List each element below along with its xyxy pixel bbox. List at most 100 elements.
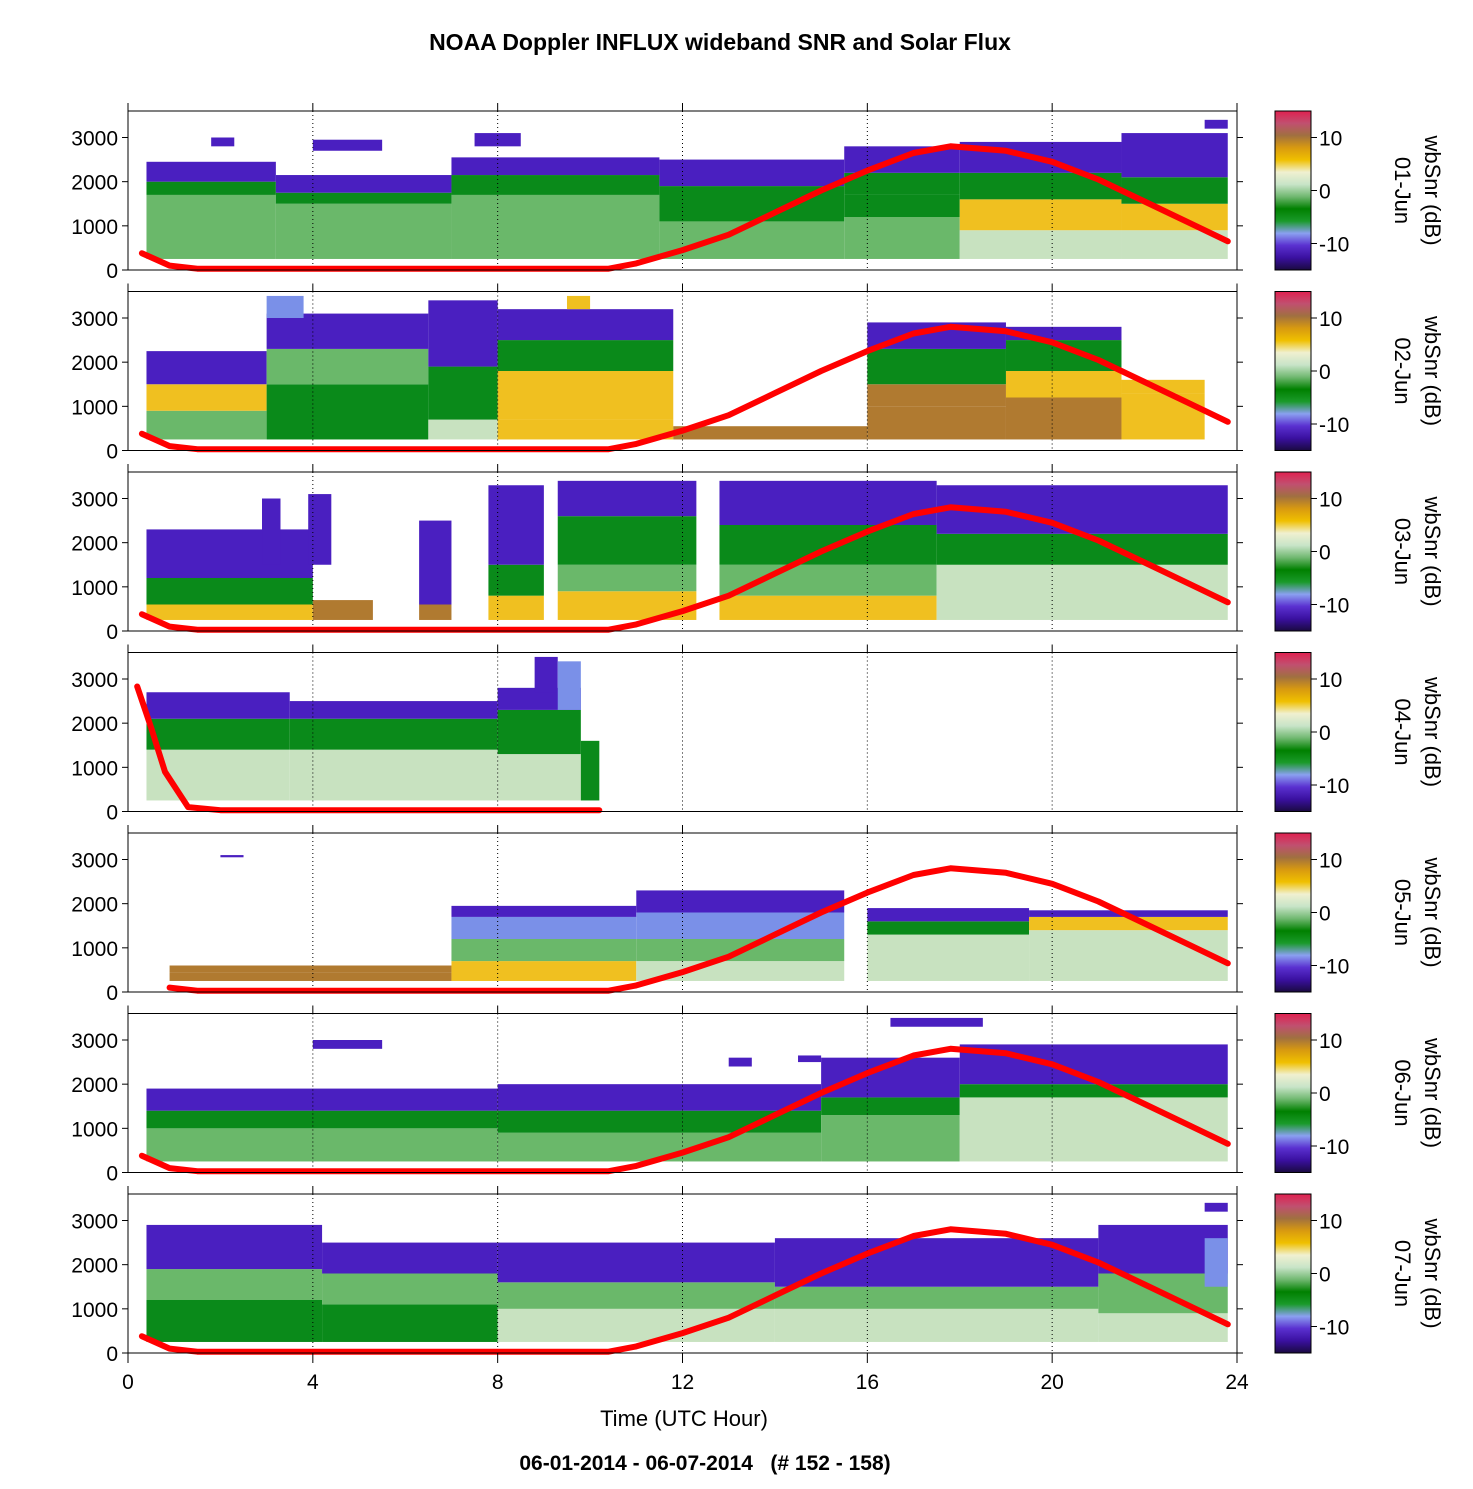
panel-07-Jun: 0 1000 2000 3000 10 0 -10 wbSnr (dB)07-Jun — [71, 1186, 1445, 1366]
heatmap-cell — [146, 1224, 323, 1270]
colorbar — [1274, 1193, 1312, 1354]
heatmap-cell — [557, 564, 697, 592]
heatmap-cell — [1005, 397, 1122, 440]
chart-title: NOAA Doppler INFLUX wideband SNR and Sol… — [429, 29, 1011, 55]
heatmap-cell — [867, 921, 1030, 935]
colorbar-tick-label: 10 — [1319, 1211, 1342, 1234]
heatmap-cell — [169, 972, 452, 981]
y-tick-label: 0 — [106, 1163, 118, 1186]
colorbar-tick-label: 0 — [1319, 361, 1331, 384]
heatmap-cell — [659, 221, 845, 259]
colorbar-label: wbSnr (dB) — [1420, 315, 1445, 426]
heatmap-cell — [266, 348, 429, 385]
heatmap-cell — [146, 1128, 498, 1162]
panel-03-Jun: 0 1000 2000 3000 10 0 -10 wbSnr (dB)03-Jun — [71, 464, 1445, 644]
heatmap-cell — [146, 384, 267, 411]
heatmap-cell — [497, 1242, 775, 1283]
y-tick-label: 0 — [106, 621, 118, 644]
heatmap-cell — [211, 137, 235, 147]
heatmap-cell — [673, 426, 868, 440]
heatmap-cell — [289, 749, 498, 801]
heatmap-cell — [146, 351, 267, 385]
colorbar-label: wbSnr (dB) — [1420, 856, 1445, 967]
x-axis-label: Time (UTC Hour) — [600, 1406, 768, 1431]
heatmap-cell — [959, 1097, 1228, 1162]
heatmap-cell — [867, 348, 1006, 385]
footer-date-range: 06-01-2014 - 06-07-2014 (# 152 - 158) — [519, 1452, 890, 1475]
colorbar-tick-label: 10 — [1319, 308, 1342, 331]
heatmap-cell — [1029, 930, 1228, 981]
heatmap-cell — [497, 1084, 822, 1111]
heatmap-cell — [146, 692, 290, 719]
heatmap-cell — [146, 604, 313, 620]
colorbar-tick-label: 10 — [1319, 1030, 1342, 1053]
heatmap-cell — [289, 718, 498, 750]
heatmap-cell — [497, 371, 674, 420]
heatmap-cell — [844, 172, 960, 195]
x-tick-label: 16 — [856, 1371, 879, 1394]
heatmap-cell — [557, 516, 697, 565]
heatmap-cell — [566, 295, 591, 310]
y-tick-label: 2000 — [71, 1255, 118, 1278]
heatmap-cell — [322, 1273, 498, 1305]
colorbar-tick-label: -10 — [1319, 414, 1349, 437]
heatmap-cell — [534, 656, 558, 693]
heatmap-cell — [867, 384, 1006, 407]
heatmap-cell — [308, 494, 332, 565]
colorbar-tick-label: -10 — [1319, 595, 1349, 618]
y-tick-label: 1000 — [71, 757, 118, 780]
heatmap-cell — [497, 309, 674, 341]
heatmap-cell — [146, 578, 313, 605]
heatmap-cell — [867, 908, 1030, 922]
x-tick-label: 12 — [671, 1371, 694, 1394]
heatmap-cell — [821, 1115, 960, 1162]
heatmap-cell — [275, 203, 452, 259]
heatmap-cell — [322, 1304, 498, 1342]
colorbar-tick-label: 10 — [1319, 128, 1342, 151]
heatmap-cell — [719, 564, 937, 596]
heatmap-cell — [557, 480, 697, 517]
panel-date-label: 01-Jun — [1390, 157, 1415, 224]
heatmap-cell — [959, 1084, 1228, 1098]
colorbar-tick-label: 10 — [1319, 489, 1342, 512]
y-tick-label: 2000 — [71, 533, 118, 556]
x-tick-label: 4 — [307, 1371, 319, 1394]
x-tick-label: 20 — [1040, 1371, 1063, 1394]
heatmap-cell — [146, 1110, 498, 1129]
heatmap-cell — [798, 1055, 822, 1063]
y-tick-label: 1000 — [71, 216, 118, 239]
y-tick-label: 2000 — [71, 894, 118, 917]
y-tick-label: 0 — [106, 802, 118, 825]
heatmap-cell — [275, 175, 452, 193]
heatmap-cell — [497, 709, 581, 755]
heatmap-cell — [322, 1242, 498, 1274]
solar-flux-line — [138, 323, 1231, 453]
colorbar-tick-label: 0 — [1319, 181, 1331, 204]
y-tick-label: 3000 — [71, 1211, 118, 1234]
heatmap-cell — [451, 961, 637, 981]
heatmap-cell — [266, 384, 429, 440]
panel-04-Jun: 0 1000 2000 3000 10 0 -10 wbSnr (dB)04-Jun — [71, 644, 1445, 825]
colorbar — [1274, 471, 1312, 632]
heatmap-cell — [275, 192, 452, 204]
heatmap-cell — [936, 564, 1228, 620]
heatmap-cell — [266, 313, 429, 349]
heatmap-cell — [936, 533, 1228, 565]
heatmap-cell — [146, 181, 276, 195]
panel-date-label: 03-Jun — [1390, 518, 1415, 585]
x-tick-label: 0 — [122, 1371, 134, 1394]
heatmap-cell — [959, 199, 1122, 231]
solar-flux-line — [138, 143, 1231, 272]
y-tick-label: 3000 — [71, 308, 118, 331]
y-tick-label: 2000 — [71, 1074, 118, 1097]
heatmap-cell — [451, 175, 660, 195]
heatmap-cell — [451, 194, 660, 259]
y-tick-label: 1000 — [71, 396, 118, 419]
heatmap-cell — [719, 595, 937, 620]
heatmap-cell — [1121, 133, 1228, 178]
y-tick-label: 3000 — [71, 669, 118, 692]
heatmap-cell — [1098, 1313, 1228, 1342]
heatmap-cell — [1121, 393, 1205, 440]
heatmap-cell — [451, 905, 637, 917]
